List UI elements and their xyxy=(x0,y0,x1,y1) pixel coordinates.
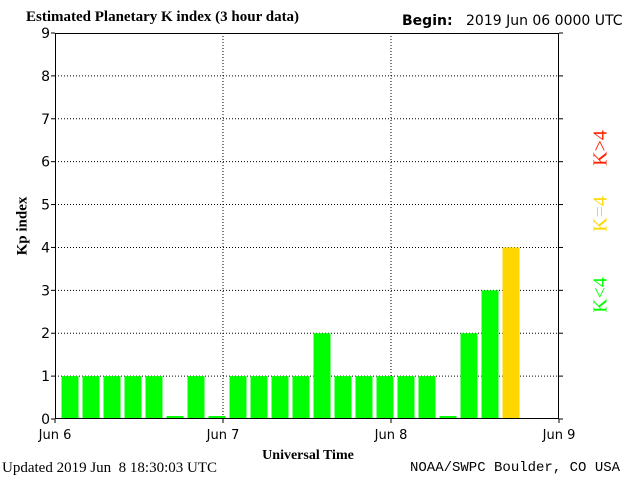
kp-bar xyxy=(61,376,79,419)
kp-bar xyxy=(208,415,226,419)
credit-line: NOAA/SWPC Boulder, CO USA xyxy=(410,460,621,476)
x-tick-label: Jun 6 xyxy=(38,428,72,443)
kp-bar xyxy=(229,376,247,419)
kp-bar xyxy=(82,376,100,419)
x-tick-label: Jun 7 xyxy=(206,428,240,443)
y-tick-label: 8 xyxy=(41,69,50,85)
kp-bar xyxy=(502,247,520,419)
y-tick-label: 7 xyxy=(41,112,50,128)
kp-bar xyxy=(418,376,436,419)
begin-label: Begin: xyxy=(402,13,453,29)
kp-bar xyxy=(292,376,310,419)
y-tick-label: 0 xyxy=(41,412,50,428)
y-tick-label: 9 xyxy=(41,26,50,42)
kp-bar xyxy=(250,376,268,419)
kp-bar xyxy=(460,333,478,419)
kp-bar xyxy=(397,376,415,419)
y-tick-label: 1 xyxy=(41,369,50,385)
y-tick-label: 2 xyxy=(41,326,50,342)
kp-bar xyxy=(103,376,121,419)
kp-bar xyxy=(145,376,163,419)
kp-bar xyxy=(313,333,331,419)
legend-high: K>4 xyxy=(589,130,612,166)
begin-value: 2019 Jun 06 0000 UTC xyxy=(466,13,623,29)
legend-mid: K=4 xyxy=(589,196,612,232)
y-tick-label: 6 xyxy=(41,155,50,171)
kp-bar xyxy=(481,290,499,419)
x-tick-label: Jun 9 xyxy=(542,428,576,443)
kp-bar xyxy=(187,376,205,419)
x-tick-label: Jun 8 xyxy=(374,428,408,443)
kp-bar xyxy=(439,415,457,419)
y-tick-label: 3 xyxy=(41,283,50,299)
kp-bar xyxy=(271,376,289,419)
x-axis-label: Universal Time xyxy=(262,448,354,463)
kp-bar xyxy=(355,376,373,419)
y-tick-label: 4 xyxy=(41,240,50,256)
chart-title: Estimated Planetary K index (3 hour data… xyxy=(26,9,300,25)
kp-bar xyxy=(334,376,352,419)
y-axis-label: Kp index xyxy=(14,196,31,256)
updated-timestamp: Updated 2019 Jun 8 18:30:03 UTC xyxy=(2,460,217,476)
kp-bar xyxy=(124,376,142,419)
y-tick-label: 5 xyxy=(41,198,50,214)
kp-bar xyxy=(376,376,394,419)
kp-bar xyxy=(166,415,184,419)
legend-low: K<4 xyxy=(589,277,612,313)
plot-frame xyxy=(55,33,559,419)
